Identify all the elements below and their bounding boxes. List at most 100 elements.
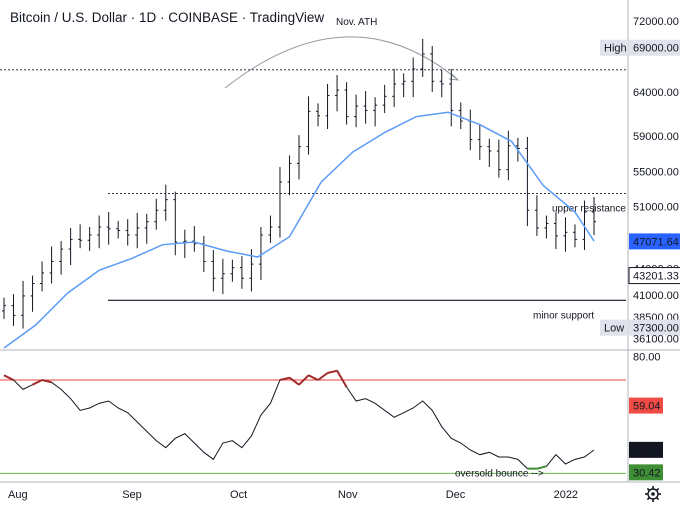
ohlc-bar bbox=[592, 196, 596, 235]
ohlc-bar bbox=[192, 226, 197, 252]
oscillator-line bbox=[3, 370, 595, 470]
ohlc-bar bbox=[382, 84, 387, 114]
ohlc-bar bbox=[449, 68, 454, 127]
time-tick-label: Aug bbox=[8, 489, 28, 501]
ohlc-bar bbox=[68, 227, 73, 265]
price-tick-label: 72000.00 bbox=[633, 16, 679, 28]
osc-value-tag bbox=[629, 441, 663, 458]
osc-value-tag-label: 30.42 bbox=[633, 467, 661, 479]
ohlc-bar bbox=[363, 91, 368, 124]
ohlc-bar bbox=[420, 38, 425, 77]
oscillator-highlight bbox=[41, 379, 52, 384]
ohlc-bar bbox=[230, 259, 235, 282]
ohlc-bar bbox=[40, 261, 45, 292]
moving-average-line bbox=[3, 111, 595, 349]
osc-value-tag bbox=[629, 464, 663, 481]
ohlc-bar bbox=[49, 246, 54, 284]
price-tag-high bbox=[629, 39, 680, 56]
price-tag-name-bg-low bbox=[600, 319, 628, 336]
ohlc-bar bbox=[306, 96, 311, 155]
oscillator-highlight bbox=[279, 376, 290, 381]
ath-label: Nov. ATH bbox=[336, 17, 377, 28]
ohlc-bar bbox=[468, 109, 473, 151]
ohlc-bar bbox=[411, 57, 416, 98]
oscillator-highlight bbox=[298, 374, 310, 386]
oscillator-highlight bbox=[536, 465, 547, 470]
ohlc-bar bbox=[487, 138, 492, 167]
oversold-bounce-label: oversold bounce --> bbox=[455, 468, 544, 479]
ohlc-bar bbox=[344, 82, 349, 125]
time-tick-label: Sep bbox=[122, 489, 142, 501]
time-tick-label: 2022 bbox=[554, 489, 578, 501]
ohlc-bar bbox=[477, 124, 482, 160]
gear-icon[interactable] bbox=[645, 486, 661, 502]
ohlc-bar bbox=[239, 256, 244, 289]
time-tick-label: Dec bbox=[446, 489, 466, 501]
oscillator-highlight bbox=[288, 376, 300, 386]
price-tick-label: 36100.00 bbox=[633, 333, 679, 345]
ohlc-bar bbox=[144, 213, 149, 244]
oscillator-highlight bbox=[336, 370, 348, 388]
price-tag-low bbox=[629, 319, 680, 336]
ohlc-bar bbox=[373, 97, 378, 127]
ohlc-bar bbox=[354, 94, 359, 128]
ohlc-bar bbox=[135, 212, 140, 249]
ohlc-bar bbox=[78, 224, 83, 249]
ohlc-bar bbox=[2, 297, 6, 319]
price-tag-name-bg-high bbox=[600, 39, 628, 56]
ohlc-bar bbox=[544, 215, 549, 239]
ohlc-bar bbox=[316, 103, 321, 127]
osc-tick-label: 80.00 bbox=[633, 352, 661, 364]
ohlc-bar bbox=[439, 69, 444, 98]
price-tick-label: 64000.00 bbox=[633, 87, 679, 99]
ohlc-bar bbox=[106, 212, 111, 245]
ohlc-bar bbox=[258, 227, 263, 280]
price-tick-label: 59000.00 bbox=[633, 131, 679, 143]
ohlc-bar bbox=[297, 135, 301, 180]
ohlc-bar bbox=[325, 83, 330, 129]
ohlc-bar bbox=[277, 166, 282, 238]
oscillator-panel: oversold bounce --> bbox=[0, 369, 626, 479]
osc-value-tag bbox=[629, 397, 663, 414]
ohlc-bar bbox=[173, 191, 178, 256]
oscillator-highlight bbox=[327, 369, 338, 374]
ohlc-bar bbox=[97, 215, 102, 249]
oscillator-highlight bbox=[308, 374, 319, 381]
ohlc-bar bbox=[496, 139, 501, 178]
upper-resistance-label: upper resistance bbox=[552, 203, 626, 214]
ohlc-bar bbox=[211, 249, 216, 292]
chart-title: Bitcoin / U.S. Dollar · 1D · COINBASE · … bbox=[10, 10, 324, 25]
ohlc-bar bbox=[87, 227, 92, 251]
ohlc-bar bbox=[401, 73, 406, 98]
minor-support-label: minor support bbox=[533, 310, 594, 321]
price-tick-label: 41000.00 bbox=[633, 290, 679, 302]
ohlc-bar bbox=[116, 220, 121, 239]
ohlc-bar bbox=[182, 229, 187, 258]
price-panel: upper resistance minor support Nov. ATH bbox=[0, 17, 626, 349]
osc-value-tag-label: 59.04 bbox=[633, 401, 661, 413]
oscillator-highlight bbox=[3, 374, 14, 381]
ohlc-bar bbox=[553, 212, 558, 250]
price-tag-ma bbox=[629, 233, 680, 250]
ohlc-bar bbox=[430, 45, 435, 92]
price-tag-last bbox=[628, 267, 680, 285]
ohlc-bar bbox=[11, 294, 16, 326]
price-tag-label-ma: 47071.64 bbox=[633, 236, 679, 248]
ath-arc bbox=[224, 36, 459, 89]
ohlc-bar bbox=[201, 235, 206, 273]
price-tag-label-low: 37300.00 bbox=[633, 323, 679, 335]
time-tick-label: Nov bbox=[338, 489, 358, 501]
ohlc-bar bbox=[525, 136, 530, 227]
ath-arrow-head bbox=[448, 73, 460, 81]
price-tag-label-high: 69000.00 bbox=[633, 43, 679, 55]
ohlc-bar bbox=[563, 217, 568, 252]
price-tag-label-last: 43201.33 bbox=[633, 271, 679, 283]
ohlc-bar bbox=[220, 258, 225, 295]
oscillator-highlight bbox=[317, 372, 329, 381]
ohlc-bar bbox=[30, 275, 35, 312]
osc-value-tag-label: 40.06 bbox=[633, 445, 661, 457]
price-tag-name-low: Low bbox=[604, 323, 624, 335]
